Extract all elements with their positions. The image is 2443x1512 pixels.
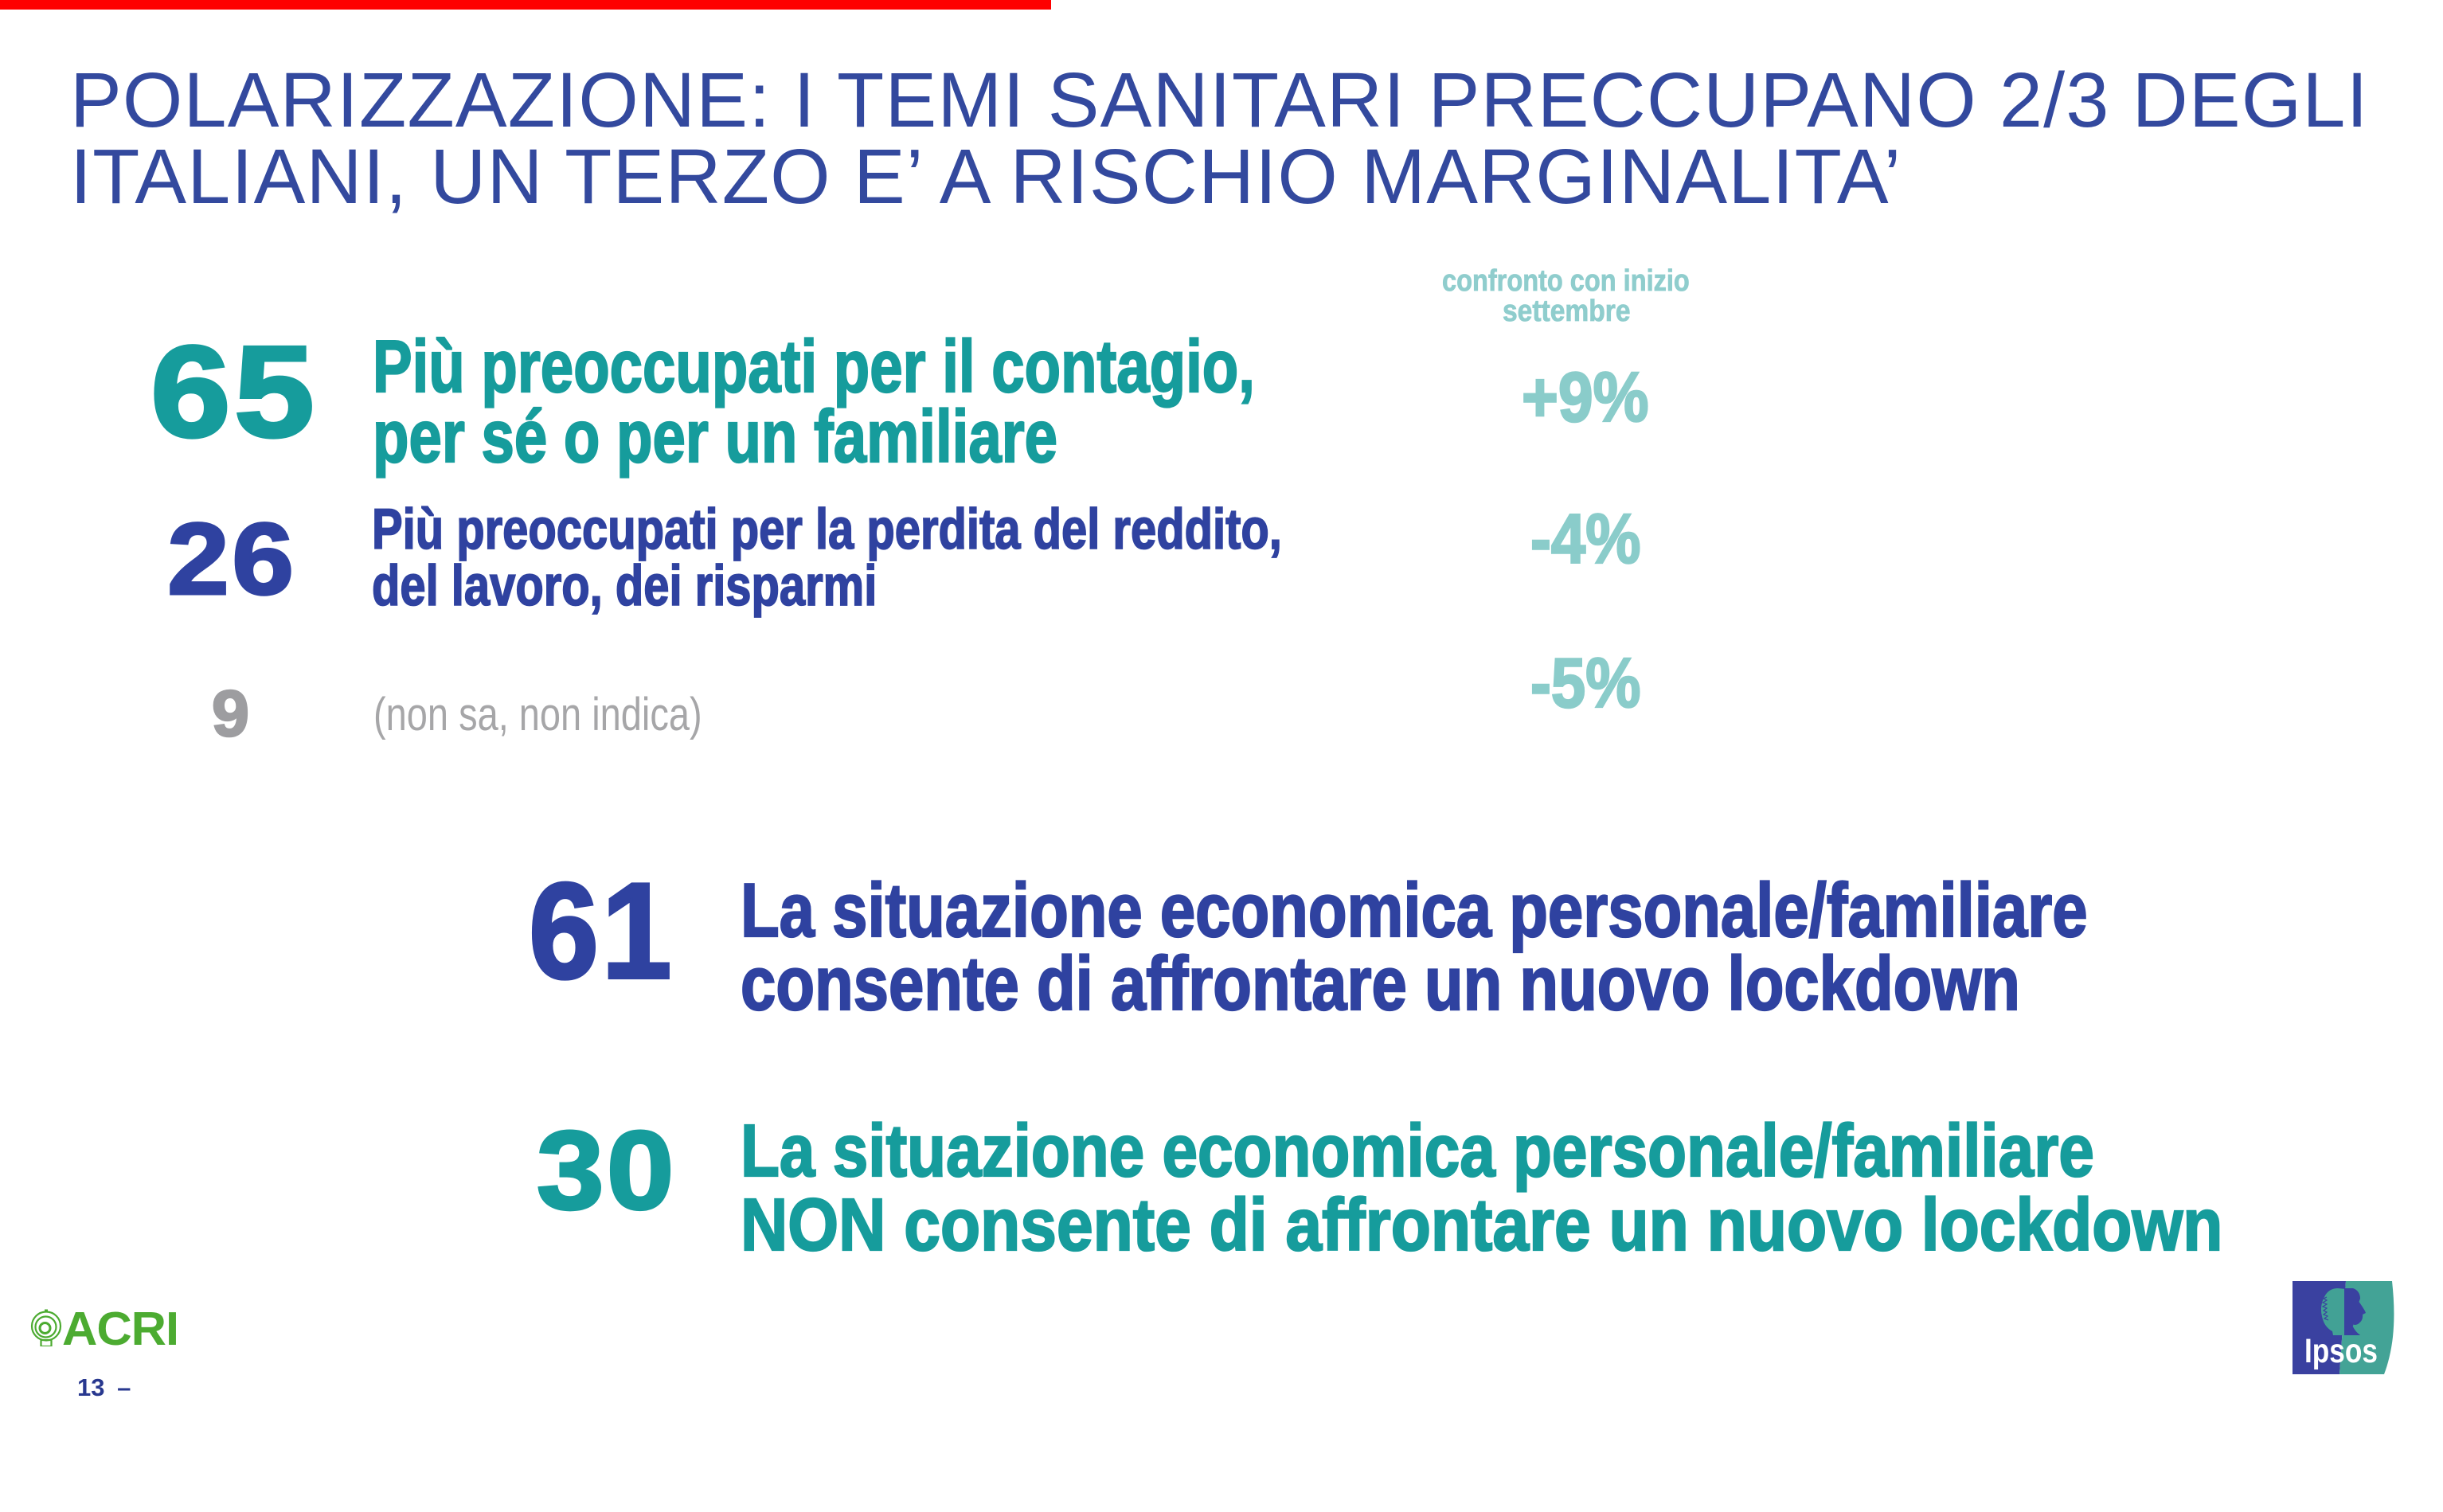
svg-text:Ipsos: Ipsos: [2304, 1332, 2378, 1370]
svg-text:ACRI: ACRI: [62, 1308, 178, 1346]
